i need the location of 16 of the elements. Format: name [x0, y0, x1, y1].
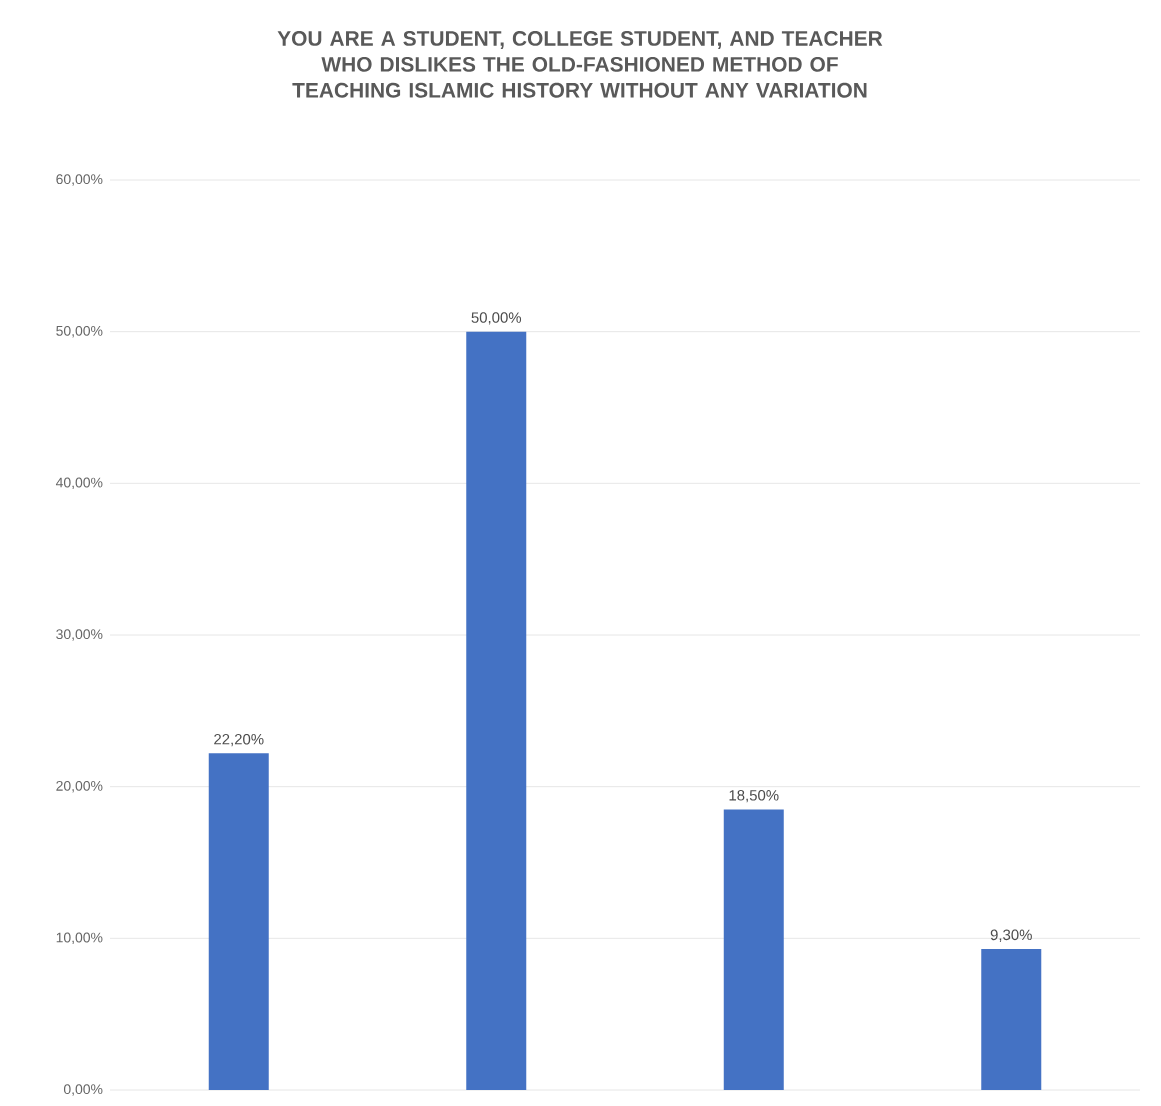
y-tick-label: 40,00%: [55, 477, 103, 490]
bar: [723, 809, 784, 1090]
y-tick-label: 0,00%: [63, 1084, 103, 1096]
data-label: 22,20%: [214, 733, 264, 747]
y-tick-label: 30,00%: [56, 629, 103, 641]
bar: [981, 948, 1042, 1090]
bar: [466, 331, 527, 1090]
y-tick-label: 20,00%: [56, 780, 103, 793]
bar: [208, 753, 269, 1090]
data-label: 18,50%: [729, 790, 779, 803]
data-label: 50,00%: [471, 312, 522, 325]
y-tick-label: 10,00%: [56, 932, 103, 945]
chart-title: YOU ARE A STUDENT, COLLEGE STUDENT, AND TEACHER WHO DISLIKES THE OLD-FASHIONED METHOD OF TEACHING ISLAMIC HISTORY WITHOUT ANY VARIATION: [277, 31, 883, 98]
y-tick-label: 50,00%: [56, 325, 103, 338]
y-tick-label: 60,00%: [56, 174, 103, 186]
data-label: 9,30%: [990, 929, 1032, 942]
